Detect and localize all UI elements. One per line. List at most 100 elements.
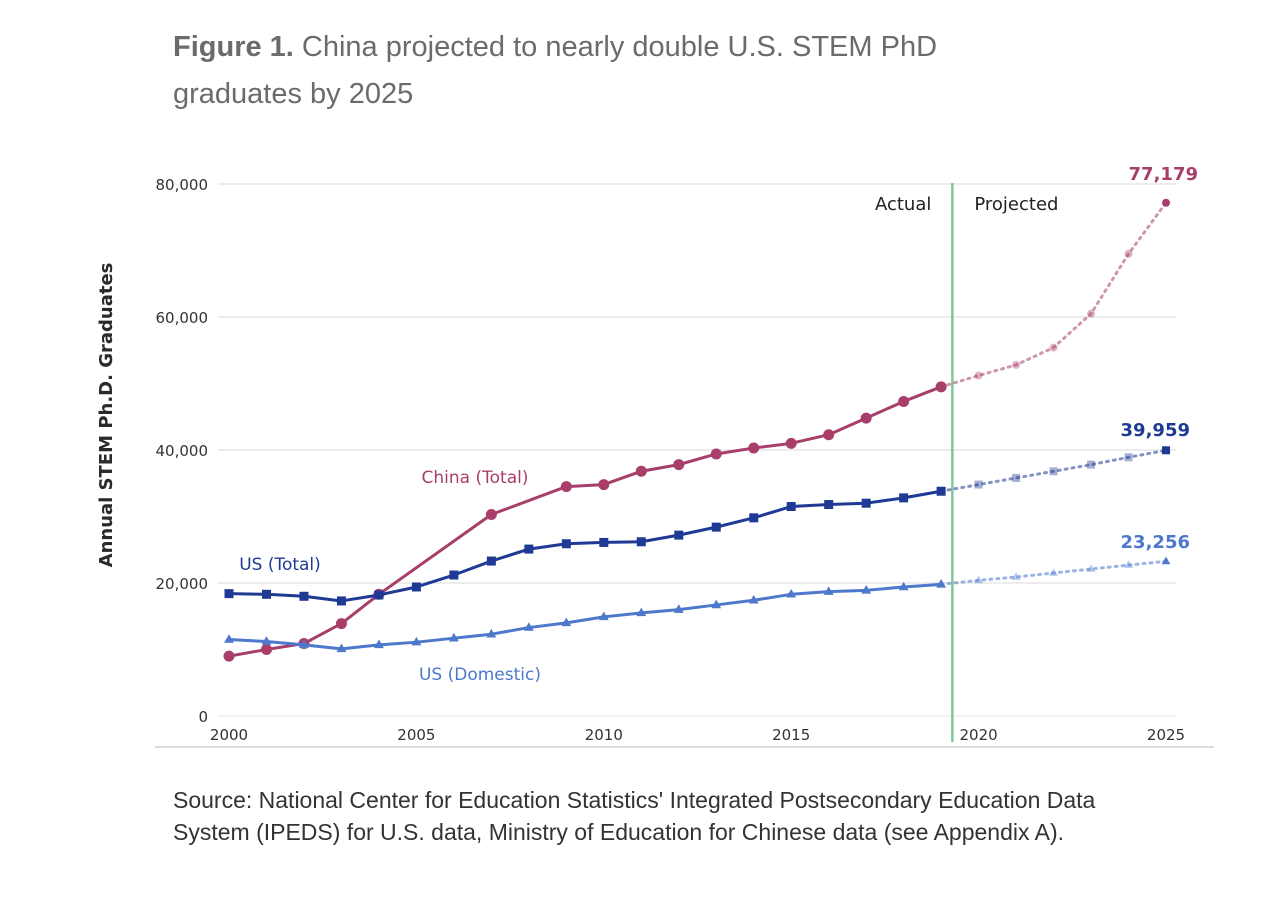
y-tick-label: 60,000: [156, 309, 209, 327]
china-total-point: [898, 395, 910, 407]
x-tick-label: 2010: [585, 726, 623, 744]
china-total-point: [673, 459, 685, 471]
us-domestic-point: [523, 622, 534, 631]
us-domestic-point: [373, 639, 384, 649]
us-domestic-point: [636, 607, 647, 617]
us-total-point: [636, 537, 646, 547]
x-tick-label: 2025: [1147, 726, 1185, 744]
china-total-point: [785, 437, 797, 449]
china-total-actual-line: [228, 385, 942, 658]
us-domestic-projected-point: [1086, 564, 1096, 572]
us-total-projected-point: [1124, 453, 1133, 462]
china-total-point: [560, 481, 572, 493]
us-total-point: [449, 570, 459, 580]
figure-number: Figure 1.: [173, 31, 294, 63]
us-total-point: [224, 589, 234, 599]
china-total-point: [485, 509, 497, 521]
x-tick-label: 2015: [772, 726, 810, 744]
us-domestic-point: [861, 585, 872, 594]
us-total-projected-line: [939, 448, 1168, 493]
us-domestic-projected-point: [1124, 560, 1133, 568]
y-tick-label: 80,000: [156, 176, 209, 194]
us-total-point: [749, 513, 759, 523]
us-domestic-point: [299, 639, 309, 649]
us-total-point: [824, 500, 834, 510]
x-tick-label: 2005: [397, 726, 435, 744]
china-total-point: [823, 429, 835, 441]
china-total-point: [223, 650, 235, 662]
us-total-point: [486, 556, 496, 566]
china-total-projected-point: [974, 371, 983, 380]
us-total-point: [861, 498, 871, 508]
us-domestic-end-value-label: 23,256: [1121, 532, 1190, 553]
us-total-actual-line: [228, 489, 942, 603]
china-total-point: [260, 644, 272, 655]
us-domestic-point: [486, 628, 497, 638]
us-domestic-point: [448, 632, 459, 642]
us-total-point: [599, 537, 609, 547]
us-total-point: [261, 589, 271, 599]
actual-region-label: Actual: [875, 194, 931, 215]
china-total-projected-point: [1162, 198, 1170, 207]
us-total-point: [711, 522, 721, 532]
china-total-projected-point: [1049, 343, 1058, 352]
china-total-point: [635, 465, 647, 477]
us-total-projected-point: [1049, 467, 1058, 476]
us-total-series-label: US (Total): [239, 555, 321, 575]
us-domestic-point: [598, 611, 609, 621]
y-tick-label: 20,000: [156, 575, 209, 593]
us-domestic-projected-point: [1161, 556, 1171, 565]
us-domestic-actual-line: [228, 582, 942, 651]
us-total-point: [524, 544, 534, 554]
x-tick-label: 2000: [210, 726, 248, 744]
us-total-projected-point: [974, 480, 983, 489]
us-total-point: [936, 486, 946, 496]
us-domestic-point: [261, 636, 272, 645]
figure-source: Source: National Center for Education St…: [173, 787, 1096, 845]
china-total-series-label: China (Total): [422, 468, 529, 488]
us-domestic-point: [561, 617, 572, 627]
china-total-projected-point: [1012, 360, 1021, 369]
china-total-point: [598, 479, 610, 491]
us-total-point: [899, 493, 909, 503]
china-total-end-value-label: 77,179: [1129, 164, 1198, 185]
china-total-projected-point: [1124, 249, 1133, 258]
china-total-projected-line: [939, 201, 1168, 389]
us-domestic-point: [336, 643, 347, 653]
us-total-point: [674, 530, 684, 540]
us-domestic-point: [711, 599, 722, 609]
us-total-point: [299, 591, 309, 601]
us-domestic-point: [224, 634, 234, 643]
us-total-projected-point: [1162, 446, 1170, 455]
us-total-point: [561, 539, 571, 549]
us-total-point: [411, 582, 421, 592]
y-axis-label: Annual STEM Ph.D. Graduates: [96, 263, 117, 568]
us-domestic-projected-point: [1049, 568, 1058, 576]
us-total-projected-point: [1012, 473, 1021, 482]
china-total-point: [710, 448, 722, 460]
us-total-projected-point: [1087, 460, 1096, 469]
china-total-projected-point: [1087, 309, 1096, 318]
us-total-point: [336, 596, 346, 606]
us-domestic-point: [673, 604, 684, 613]
us-total-point: [786, 502, 796, 512]
china-total-point: [935, 381, 947, 393]
us-total-end-value-label: 39,959: [1121, 420, 1190, 441]
us-domestic-point: [898, 581, 909, 591]
figure-title-text: China projected to nearly double U.S. ST…: [173, 31, 938, 110]
x-tick-label: 2020: [960, 726, 998, 744]
us-domestic-point: [411, 636, 422, 646]
us-domestic-point: [936, 579, 947, 588]
us-total-point: [374, 590, 384, 600]
us-domestic-series-label: US (Domestic): [419, 665, 541, 685]
figure-title: Figure 1. China projected to nearly doub…: [173, 24, 1073, 118]
us-domestic-point: [823, 586, 834, 595]
china-total-point: [860, 412, 872, 424]
us-domestic-point: [748, 594, 759, 604]
projected-region-label: Projected: [974, 194, 1058, 215]
y-tick-label: 40,000: [156, 442, 209, 460]
us-domestic-projected-line: [939, 559, 1168, 586]
china-total-point: [335, 618, 347, 630]
us-domestic-point: [786, 589, 797, 598]
